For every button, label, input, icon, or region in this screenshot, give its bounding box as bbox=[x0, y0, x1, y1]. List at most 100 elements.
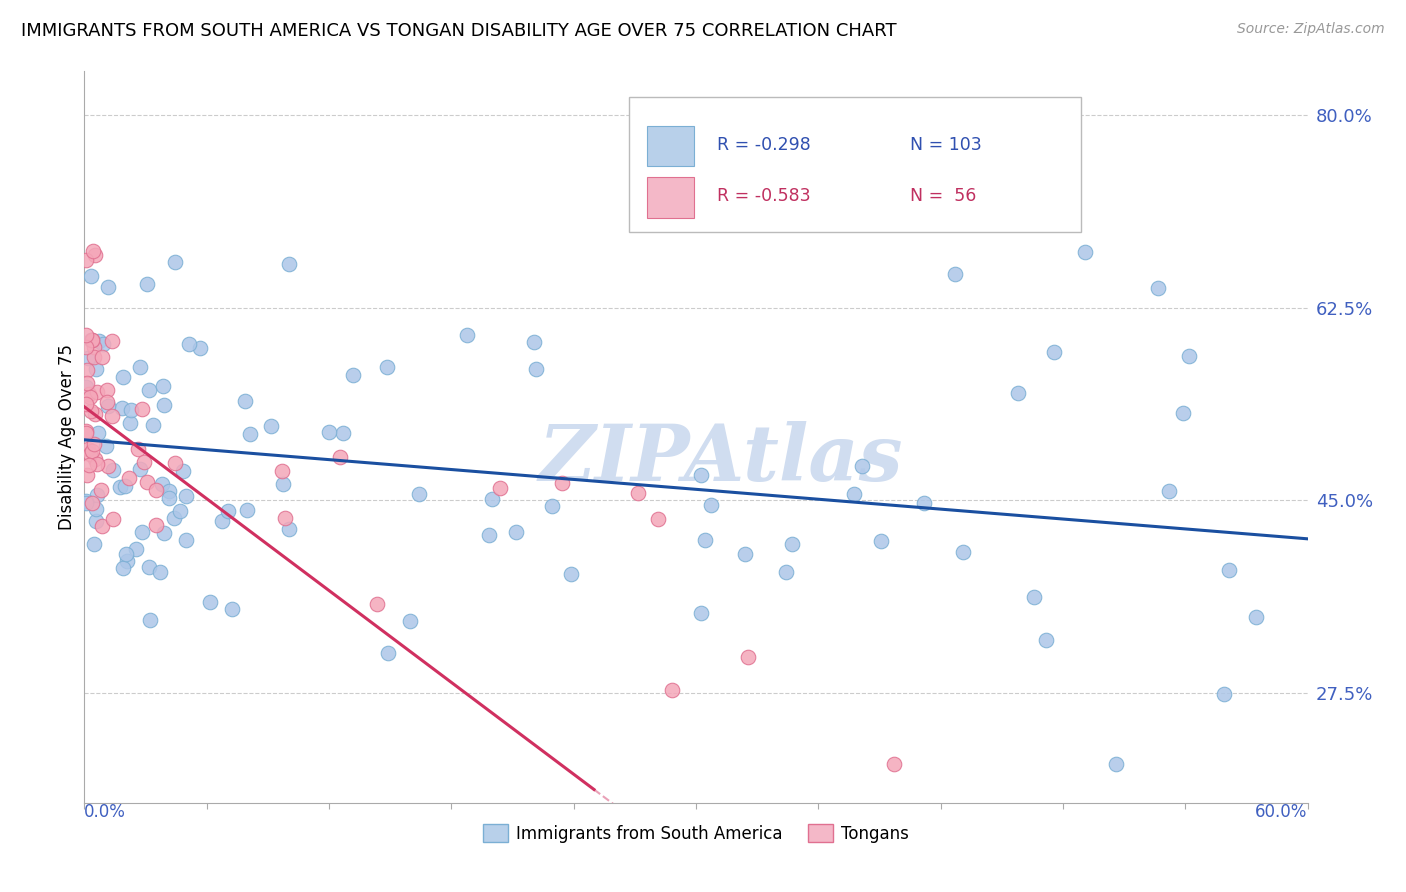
Point bbox=[1074, 244, 1097, 259]
Text: N =  56: N = 56 bbox=[910, 186, 976, 204]
Point bbox=[86, 361, 108, 376]
Point bbox=[131, 524, 153, 539]
Point bbox=[82, 334, 104, 348]
Point bbox=[271, 476, 294, 491]
Point bbox=[1177, 349, 1199, 363]
Point bbox=[150, 476, 173, 491]
Point bbox=[75, 328, 97, 343]
Point bbox=[79, 390, 101, 404]
Point bbox=[375, 359, 398, 374]
Point bbox=[342, 368, 364, 382]
Point bbox=[1157, 483, 1180, 498]
Point bbox=[97, 279, 120, 293]
Point bbox=[82, 244, 104, 259]
Point bbox=[82, 496, 104, 510]
Point bbox=[689, 606, 711, 620]
Point bbox=[96, 383, 118, 397]
Point bbox=[89, 334, 111, 348]
Point bbox=[1244, 610, 1267, 624]
Point bbox=[120, 403, 142, 417]
Point bbox=[111, 401, 134, 416]
Point bbox=[90, 350, 112, 364]
Point bbox=[647, 511, 669, 525]
Point bbox=[780, 537, 803, 551]
Point bbox=[83, 451, 105, 466]
Point bbox=[541, 499, 564, 513]
Point bbox=[96, 394, 118, 409]
Point bbox=[76, 467, 98, 482]
Point bbox=[142, 417, 165, 432]
Point bbox=[221, 602, 243, 616]
Point bbox=[80, 404, 103, 418]
Point bbox=[661, 683, 683, 698]
Point bbox=[163, 255, 186, 269]
Point bbox=[217, 504, 239, 518]
Point bbox=[115, 554, 138, 568]
Point bbox=[174, 533, 197, 547]
Text: IMMIGRANTS FROM SOUTH AMERICA VS TONGAN DISABILITY AGE OVER 75 CORRELATION CHART: IMMIGRANTS FROM SOUTH AMERICA VS TONGAN … bbox=[21, 22, 897, 40]
Point bbox=[76, 351, 98, 365]
Point bbox=[127, 442, 149, 456]
Point bbox=[377, 646, 399, 660]
FancyBboxPatch shape bbox=[647, 126, 693, 167]
Point bbox=[76, 376, 98, 390]
Point bbox=[153, 526, 176, 541]
Point bbox=[560, 567, 582, 582]
Point bbox=[101, 511, 124, 525]
Point bbox=[271, 464, 294, 478]
Point bbox=[842, 487, 865, 501]
Point bbox=[152, 379, 174, 393]
Point bbox=[80, 269, 103, 284]
Point bbox=[75, 496, 97, 510]
Point bbox=[851, 458, 873, 473]
Point bbox=[456, 327, 478, 342]
Legend: Immigrants from South America, Tongans: Immigrants from South America, Tongans bbox=[477, 818, 915, 849]
Point bbox=[1022, 590, 1045, 604]
Point bbox=[478, 528, 501, 542]
Point bbox=[699, 498, 721, 512]
Point bbox=[132, 454, 155, 468]
Point bbox=[408, 487, 430, 501]
Point bbox=[693, 533, 716, 547]
Point bbox=[75, 494, 97, 508]
Point bbox=[111, 560, 134, 574]
Point bbox=[124, 541, 146, 556]
Point bbox=[145, 483, 167, 498]
Point bbox=[274, 510, 297, 524]
Point bbox=[75, 425, 97, 440]
Point bbox=[260, 418, 283, 433]
Point bbox=[1007, 386, 1029, 401]
Point bbox=[1218, 563, 1240, 577]
Point bbox=[103, 463, 125, 477]
Point bbox=[79, 334, 101, 348]
Point bbox=[138, 613, 160, 627]
Point bbox=[163, 511, 186, 525]
Point bbox=[83, 350, 105, 364]
Point bbox=[505, 524, 527, 539]
Point bbox=[76, 363, 98, 377]
Point bbox=[101, 409, 124, 424]
Point bbox=[198, 595, 221, 609]
FancyBboxPatch shape bbox=[628, 97, 1081, 232]
Point bbox=[83, 537, 105, 551]
Point bbox=[398, 614, 420, 628]
Point bbox=[128, 462, 150, 476]
Point bbox=[188, 341, 211, 355]
Point bbox=[90, 483, 112, 497]
Point bbox=[86, 487, 108, 501]
Point bbox=[145, 517, 167, 532]
Point bbox=[172, 464, 194, 478]
Text: R = -0.298: R = -0.298 bbox=[717, 136, 810, 153]
Point bbox=[108, 480, 131, 494]
Point bbox=[1146, 281, 1168, 295]
Point bbox=[118, 471, 141, 485]
Point bbox=[91, 519, 114, 533]
Y-axis label: Disability Age Over 75: Disability Age Over 75 bbox=[58, 344, 76, 530]
Point bbox=[111, 370, 134, 384]
Point bbox=[1105, 757, 1128, 772]
Point bbox=[1173, 406, 1195, 420]
Point bbox=[101, 334, 124, 349]
Text: 60.0%: 60.0% bbox=[1256, 803, 1308, 821]
Point bbox=[737, 649, 759, 664]
Point bbox=[1043, 344, 1066, 359]
